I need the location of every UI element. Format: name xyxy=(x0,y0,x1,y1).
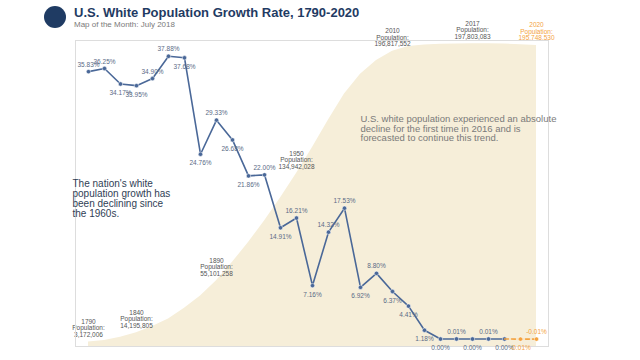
svg-text:0.00%: 0.00% xyxy=(463,344,482,351)
svg-text:U.S. white population experien: U.S. white population experienced an abs… xyxy=(361,113,557,143)
svg-text:35.83%: 35.83% xyxy=(77,60,100,68)
svg-text:1840Population:14,195,805: 1840Population:14,195,805 xyxy=(120,309,153,329)
svg-text:21.86%: 21.86% xyxy=(237,181,259,188)
svg-text:-0.01%: -0.01% xyxy=(510,344,531,351)
svg-text:1.18%: 1.18% xyxy=(415,335,434,342)
svg-text:24.76%: 24.76% xyxy=(189,159,211,166)
svg-text:34.17%: 34.17% xyxy=(109,89,132,97)
svg-text:37.88%: 37.88% xyxy=(157,45,179,52)
svg-text:2020Population:195,748,530: 2020Population:195,748,530 xyxy=(518,21,555,41)
svg-text:6.92%: 6.92% xyxy=(351,292,370,299)
svg-text:14.91%: 14.91% xyxy=(269,233,291,240)
html-text:U.S. White Population Growth R: U.S. White Population Growth Rate, 1790-… xyxy=(74,5,360,20)
svg-text:37.68%: 37.68% xyxy=(173,63,195,70)
svg-text:17.53%: 17.53% xyxy=(333,197,355,204)
svg-text:14.32%: 14.32% xyxy=(317,221,339,228)
svg-text:29.33%: 29.33% xyxy=(205,109,227,116)
svg-text:4.41%: 4.41% xyxy=(399,311,418,318)
svg-text:22.00%: 22.00% xyxy=(253,164,275,171)
svg-text:2010Population:196,817,552: 2010Population:196,817,552 xyxy=(374,27,411,47)
svg-text:1790Population:3,172,006: 1790Population:3,172,006 xyxy=(72,318,105,338)
svg-text:33.95%: 33.95% xyxy=(125,91,147,98)
svg-text:0.01%: 0.01% xyxy=(479,328,498,335)
svg-text:-0.01%: -0.01% xyxy=(526,328,547,335)
html-text:Map of the Month: July 2018: Map of the Month: July 2018 xyxy=(74,20,175,29)
svg-text:16.21%: 16.21% xyxy=(285,207,307,214)
svg-text:0.00%: 0.00% xyxy=(431,344,450,351)
svg-text:1950Population:134,942,028: 1950Population:134,942,028 xyxy=(278,150,315,170)
svg-text:0.00%: 0.00% xyxy=(495,344,514,352)
svg-text:2017Population:197,803,083: 2017Population:197,803,083 xyxy=(454,20,491,40)
svg-text:36.25%: 36.25% xyxy=(93,58,115,65)
svg-text:1890Population:55,101,258: 1890Population:55,101,258 xyxy=(200,257,233,277)
svg-text:6.37%: 6.37% xyxy=(383,297,402,304)
svg-text:The nation's whitepopulation g: The nation's whitepopulation growth hasb… xyxy=(73,178,171,219)
svg-text:8.80%: 8.80% xyxy=(367,262,386,269)
svg-text:7.16%: 7.16% xyxy=(303,291,322,298)
svg-text:26.68%: 26.68% xyxy=(221,145,243,152)
svg-text:0.01%: 0.01% xyxy=(447,328,466,335)
svg-text:34.90%: 34.90% xyxy=(141,68,163,75)
